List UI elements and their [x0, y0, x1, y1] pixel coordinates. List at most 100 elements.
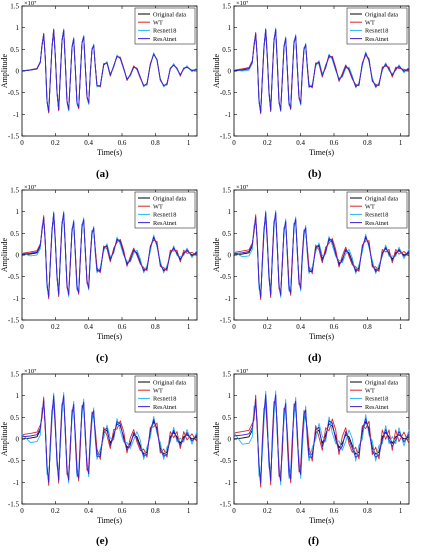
y-axis-label: Amplitude — [0, 421, 9, 456]
legend-entry: Original data — [153, 195, 186, 202]
y-tick-label: -0.5 — [220, 89, 232, 97]
y-tick-label: -1.5 — [8, 317, 20, 325]
y-exponent-label: ×10⁷ — [24, 0, 36, 7]
legend-entry: ResAtnet — [365, 404, 389, 411]
y-tick-label: 1.5 — [222, 371, 231, 379]
chart-panel-d: -1.5 -1 -0.5 0 0.5 1 1.5 0 0.2 0.4 0.6 0.8 1 ×10⁷ Time… — [212, 184, 410, 341]
x-tick-label: 0.6 — [118, 323, 127, 331]
x-tick-label: 1 — [399, 323, 403, 331]
y-tick-label: -1 — [225, 111, 231, 119]
legend-entry: Original data — [153, 11, 186, 18]
legend-entry: Original data — [365, 11, 398, 18]
legend-entry: ResAtnet — [153, 220, 177, 227]
x-tick-label: 0.6 — [118, 507, 127, 515]
y-tick-label: 0 — [228, 436, 232, 444]
y-tick-label: 1.5 — [10, 371, 19, 379]
x-tick-label: 0 — [20, 139, 24, 147]
y-tick-label: -1 — [225, 479, 231, 487]
x-axis-label: Time(s) — [97, 516, 122, 525]
legend-entry: WT — [365, 20, 375, 27]
y-axis-label: Amplitude — [212, 421, 221, 456]
x-tick-label: 0.4 — [84, 323, 93, 331]
y-tick-label: 1 — [16, 24, 20, 32]
y-tick-label: 0.5 — [222, 414, 231, 422]
y-tick-label: 0 — [228, 252, 232, 260]
legend-entry: ResAtnet — [153, 404, 177, 411]
legend-entry: WT — [153, 20, 163, 27]
series-line-resatnet — [233, 212, 410, 298]
y-tick-label: 1 — [228, 392, 232, 400]
legend-entry: Resnet18 — [153, 396, 176, 403]
x-tick-label: 0.2 — [263, 507, 272, 515]
y-tick-label: -1 — [13, 479, 19, 487]
x-tick-label: 1 — [187, 507, 191, 515]
y-axis-label: Amplitude — [0, 237, 9, 272]
y-axis-label: Amplitude — [212, 53, 221, 88]
x-tick-label: 0.2 — [263, 139, 272, 147]
legend-entry: Resnet18 — [153, 212, 176, 219]
panel-label-a: (a) — [96, 168, 109, 180]
series-line-resatnet — [233, 394, 410, 484]
y-tick-label: 1.5 — [222, 3, 231, 11]
y-exponent-label: ×10⁷ — [236, 0, 248, 7]
panel-label-b: (b) — [308, 168, 322, 180]
x-tick-label: 0.8 — [151, 507, 160, 515]
x-axis-label: Time(s) — [309, 332, 334, 341]
y-tick-label: 0.5 — [222, 46, 231, 54]
chart-panel-c: -1.5 -1 -0.5 0 0.5 1 1.5 0 0.2 0.4 0.6 0.8 1 ×10⁷ Time… — [0, 184, 198, 341]
series-line-resatnet — [21, 29, 198, 113]
chart-panel-b: -1.5 -1 -0.5 0 0.5 1 1.5 0 0.2 0.4 0.6 0.8 1 ×10⁷ Time… — [212, 0, 410, 157]
y-exponent-label: ×10⁷ — [24, 184, 36, 191]
y-tick-label: 1 — [228, 208, 232, 216]
y-exponent-label: ×10⁷ — [236, 184, 248, 191]
x-tick-label: 0.8 — [363, 507, 372, 515]
y-tick-label: 0.5 — [10, 414, 19, 422]
y-tick-label: 1 — [16, 208, 20, 216]
legend-entry: ResAtnet — [153, 36, 177, 43]
series-line-resatnet — [233, 28, 410, 114]
x-tick-label: 0 — [232, 507, 236, 515]
legend-entry: WT — [365, 204, 375, 211]
y-tick-label: 0 — [228, 68, 232, 76]
y-axis-label: Amplitude — [0, 53, 9, 88]
legend-entry: Resnet18 — [153, 28, 176, 35]
legend-entry: Original data — [365, 379, 398, 386]
x-tick-label: 0.4 — [296, 139, 305, 147]
chart-panel-e: -1.5 -1 -0.5 0 0.5 1 1.5 0 0.2 0.4 0.6 0.8 1 ×10⁷ Time… — [0, 368, 198, 525]
x-axis-label: Time(s) — [309, 516, 334, 525]
y-tick-label: -1 — [225, 295, 231, 303]
legend-entry: Original data — [365, 195, 398, 202]
x-tick-label: 0.2 — [51, 323, 60, 331]
legend-entry: WT — [153, 388, 163, 395]
legend-entry: Original data — [153, 379, 186, 386]
y-tick-label: 0 — [16, 68, 20, 76]
series-line-resatnet — [21, 395, 198, 483]
x-tick-label: 0.4 — [296, 323, 305, 331]
x-tick-label: 0.4 — [84, 507, 93, 515]
y-tick-label: -0.5 — [220, 273, 232, 281]
chart-panel-f: -1.5 -1 -0.5 0 0.5 1 1.5 0 0.2 0.4 0.6 0.8 1 ×10⁷ Time… — [212, 368, 410, 525]
y-tick-label: 1.5 — [222, 187, 231, 195]
y-tick-label: 0 — [16, 436, 20, 444]
x-tick-label: 0.8 — [151, 323, 160, 331]
y-tick-label: -1.5 — [8, 133, 20, 141]
x-tick-label: 0.6 — [330, 507, 339, 515]
x-tick-label: 0.6 — [118, 139, 127, 147]
y-tick-label: 0.5 — [10, 46, 19, 54]
series-line-resatnet — [21, 212, 198, 298]
chart-panel-a: -1.5 -1 -0.5 0 0.5 1 1.5 0 0.2 0.4 0.6 0.8 1 ×10⁷ Time… — [0, 0, 198, 157]
x-tick-label: 0 — [232, 323, 236, 331]
x-tick-label: 1 — [399, 507, 403, 515]
x-tick-label: 0.2 — [51, 139, 60, 147]
y-tick-label: -0.5 — [220, 457, 232, 465]
y-exponent-label: ×10⁷ — [24, 368, 36, 375]
y-tick-label: -1 — [13, 295, 19, 303]
y-tick-label: 1 — [228, 24, 232, 32]
